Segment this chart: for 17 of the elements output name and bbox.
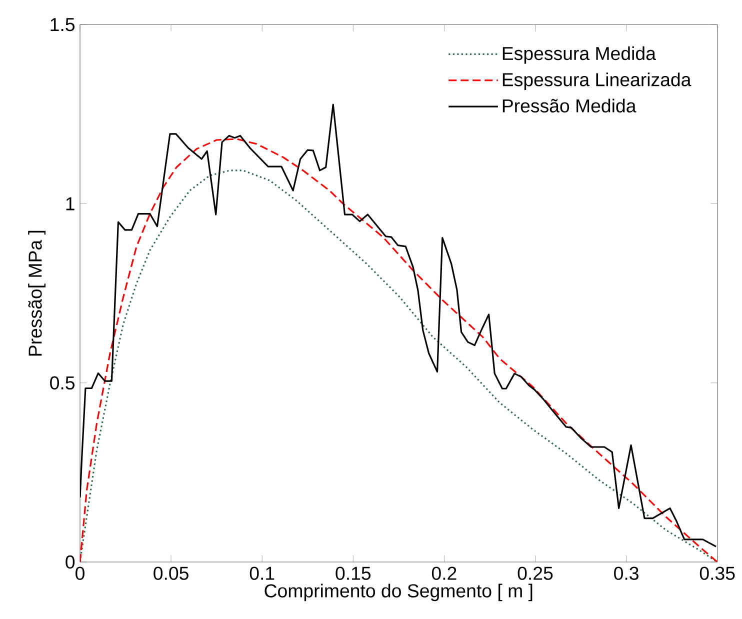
- legend-label: Pressão Medida: [502, 98, 636, 112]
- y-axis-title: Pressão[ MPa ]: [28, 230, 46, 356]
- x-tick-label: 0.35: [700, 566, 735, 580]
- legend-label: Espessura Linearizada: [502, 72, 692, 90]
- y-tick-label: 1: [66, 197, 74, 210]
- x-tick-label: 0.05: [154, 566, 188, 580]
- y-tick-label: 0: [66, 555, 75, 569]
- legend-label: Espessura Medida: [502, 46, 656, 64]
- x-tick-label: 0: [76, 566, 84, 580]
- y-tick-label: 1.5: [50, 18, 75, 32]
- y-tick-label: 0.5: [50, 376, 75, 390]
- x-tick-label: 0.25: [518, 566, 553, 580]
- x-axis-title: Comprimento do Segmento [ m ]: [264, 584, 532, 602]
- x-tick-label: 0.15: [336, 566, 371, 580]
- x-tick-label: 0.3: [614, 566, 638, 580]
- x-tick-label: 0.2: [432, 566, 456, 580]
- x-tick-label: 0.1: [250, 566, 274, 580]
